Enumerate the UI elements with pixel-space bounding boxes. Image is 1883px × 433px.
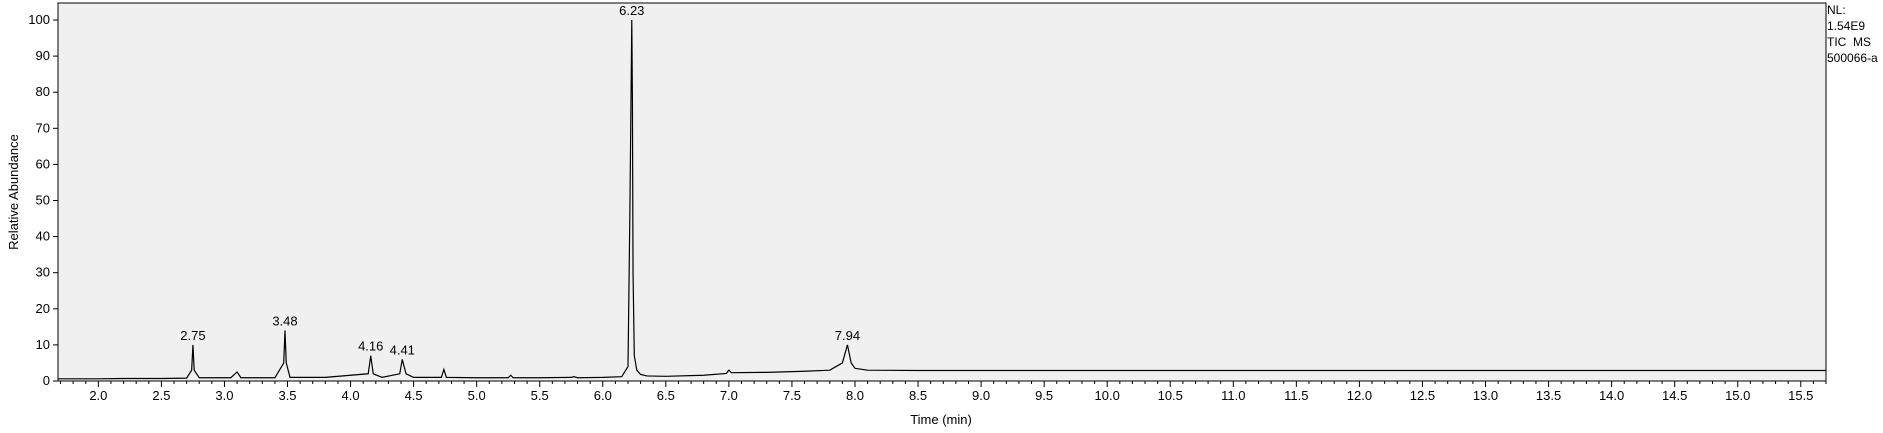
x-tick-label: 6.0 — [594, 388, 612, 403]
x-tick-label: 14.5 — [1662, 388, 1687, 403]
x-tick-label: 8.0 — [846, 388, 864, 403]
y-tick-label: 70 — [36, 120, 50, 135]
peak-labels: 2.75 3.48 4.16 4.41 6.23 7.94 — [180, 3, 860, 357]
peak-label: 3.48 — [272, 313, 297, 328]
x-tick-label: 2.0 — [89, 388, 107, 403]
nl-label: NL: — [1827, 3, 1846, 17]
x-tick-label: 15.0 — [1725, 388, 1750, 403]
y-tick-label: 10 — [36, 337, 50, 352]
x-tick-label: 9.5 — [1035, 388, 1053, 403]
x-tick-label: 8.5 — [909, 388, 927, 403]
y-tick-label: 50 — [36, 193, 50, 208]
x-tick-label: 14.0 — [1599, 388, 1624, 403]
x-tick-label: 13.5 — [1536, 388, 1561, 403]
x-tick-label: 4.5 — [405, 388, 423, 403]
y-tick-label: 60 — [36, 156, 50, 171]
y-tick-label: 90 — [36, 48, 50, 63]
x-tick-label: 2.5 — [152, 388, 170, 403]
x-axis: 2.0 2.5 3.0 3.5 4.0 4.5 5.0 5.5 6.0 6.5 7.0 7.5 8.0 8… — [60, 381, 1827, 403]
tic-trace-line — [58, 19, 1826, 380]
x-tick-label: 10.0 — [1095, 388, 1120, 403]
peak-label: 7.94 — [835, 328, 860, 343]
x-tick-label: 12.0 — [1347, 388, 1372, 403]
x-tick-label: 4.0 — [342, 388, 360, 403]
x-tick-label: 3.0 — [215, 388, 233, 403]
y-tick-label: 80 — [36, 84, 50, 99]
x-tick-label: 9.0 — [972, 388, 990, 403]
x-tick-label: 10.5 — [1158, 388, 1183, 403]
y-tick-label: 40 — [36, 229, 50, 244]
y-tick-label: 0 — [43, 373, 50, 388]
x-tick-label: 13.0 — [1473, 388, 1498, 403]
y-tick-label: 30 — [36, 265, 50, 280]
x-tick-label: 5.0 — [468, 388, 486, 403]
x-tick-label: 15.5 — [1788, 388, 1813, 403]
file-name: 500066-a — [1827, 51, 1878, 65]
x-tick-label: 7.5 — [783, 388, 801, 403]
peak-label: 4.41 — [390, 342, 415, 357]
x-axis-title: Time (min) — [910, 412, 972, 427]
peak-label: 4.16 — [358, 339, 383, 354]
x-tick-label: 12.5 — [1410, 388, 1435, 403]
peak-label: 2.75 — [180, 328, 205, 343]
x-tick-label: 11.5 — [1284, 388, 1308, 403]
y-tick-label: 20 — [36, 301, 50, 316]
x-tick-label: 11.0 — [1221, 388, 1245, 403]
y-tick-label: 100 — [28, 12, 50, 27]
peak-label: 6.23 — [619, 3, 644, 18]
x-tick-label: 6.5 — [657, 388, 675, 403]
scan-type: TIC MS — [1827, 35, 1871, 49]
x-tick-label: 3.5 — [278, 388, 296, 403]
y-axis-title: Relative Abundance — [6, 134, 21, 250]
plot-area — [57, 2, 1827, 382]
x-tick-label: 7.0 — [720, 388, 738, 403]
y-axis: 0 10 20 30 40 50 60 70 80 90 100 — [28, 12, 58, 388]
nl-value: 1.54E9 — [1827, 19, 1865, 33]
x-tick-label: 5.5 — [531, 388, 549, 403]
